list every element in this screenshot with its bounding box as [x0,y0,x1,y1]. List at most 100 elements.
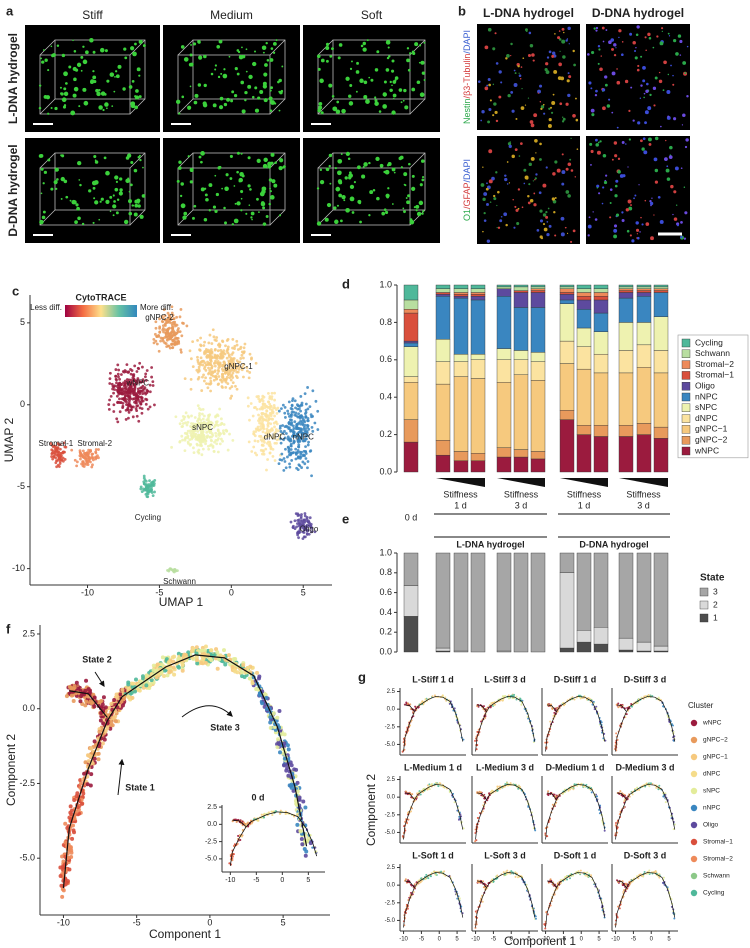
cell [404,105,409,110]
trajectory [545,696,606,752]
cell [366,39,369,42]
cell-point [296,449,300,452]
cell [115,180,118,183]
cell [654,76,658,80]
cell [489,201,492,203]
cell-point [281,403,285,407]
cell-point [282,457,286,460]
cell [380,164,384,168]
bar-segment [496,552,512,652]
cell-point [294,406,297,410]
cell [220,72,223,75]
cell-point [135,409,139,413]
micrograph [477,24,580,130]
cell [477,80,481,83]
cell-point [270,397,274,401]
box-front [317,167,411,226]
cell [544,68,548,72]
cell [41,215,46,220]
bar-segment [576,309,592,329]
cell-point [133,383,137,387]
cell-point [279,430,283,433]
cell-point [421,700,424,703]
cell-point [183,438,187,442]
cell [552,51,556,55]
cell [95,88,99,93]
cell-point [116,420,120,424]
cell [533,192,536,195]
bar-segment [653,372,669,428]
cell [423,79,426,82]
cell-point [196,360,200,364]
cell-point [303,423,307,427]
cell [47,112,50,115]
cell-point [174,415,178,419]
cell-point [180,419,184,423]
cell-point [275,412,279,415]
cell-point [229,396,233,400]
cell-point [203,340,207,344]
cell [403,210,406,214]
stiffness-wedge [560,478,608,487]
cell [131,79,135,83]
cell [212,103,217,108]
cell-point [109,720,114,725]
cell-point [260,443,264,447]
cell-point [279,441,283,445]
cell-point [219,423,223,427]
cell [383,170,386,174]
cell [631,239,635,243]
cell [333,206,337,210]
cell-point [224,370,228,374]
cell [256,197,259,201]
cell-point [589,701,592,704]
cell [214,209,218,214]
cell-point [195,442,199,446]
cell [590,87,593,90]
cell-point [114,374,118,378]
legend-swatch [681,425,691,434]
cell-point [168,337,172,341]
cell-point [130,695,135,700]
cell-point [227,353,231,357]
cell-point [482,705,485,708]
cell-point [287,412,290,416]
y-tick-label: 0.8 [379,567,392,577]
cell-point [299,420,302,423]
bar-segment [576,346,592,370]
cell-point [216,349,220,353]
cell-point [140,389,144,393]
cell [204,187,207,190]
cell-point [109,394,113,398]
cell-point [210,342,214,345]
cell-point [515,695,518,698]
panel-label: g [358,669,366,684]
cell [280,89,284,93]
bar-segment [496,447,512,458]
cell-point [147,484,151,487]
bar-segment [618,290,634,293]
cell-point [211,444,215,448]
cell-point [305,423,309,427]
bar-segment [470,292,486,295]
stiffness-wedge [436,478,485,487]
cell [77,160,82,166]
micrograph [303,25,440,132]
cell [534,177,537,180]
cell [63,91,69,97]
bar-segment [576,368,592,426]
cell-point [261,406,264,410]
cell [338,193,343,198]
cell-point [162,308,166,312]
cell-point [61,888,66,893]
cell [132,51,137,57]
cell [236,170,239,174]
bar-segment [470,296,486,301]
cell-point [222,423,226,426]
cell-point [191,429,194,433]
y-tick-label: 2.5 [387,777,396,783]
cell [672,83,675,86]
cell-point [225,375,229,379]
cell [217,75,221,79]
cell [545,215,549,219]
